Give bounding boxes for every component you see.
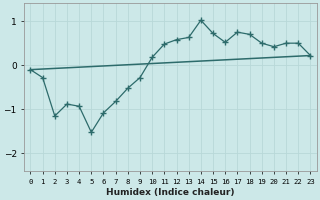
X-axis label: Humidex (Indice chaleur): Humidex (Indice chaleur)	[106, 188, 235, 197]
